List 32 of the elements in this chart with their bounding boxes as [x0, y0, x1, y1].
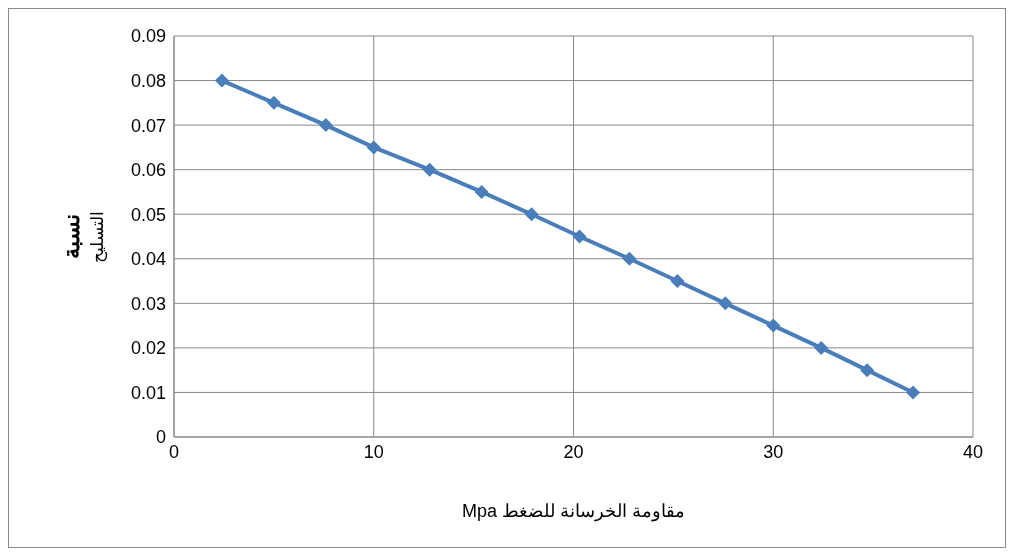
point	[814, 340, 829, 355]
y-tick-label: 0.09	[130, 26, 166, 47]
point	[906, 385, 921, 400]
x-tick-label: 10	[363, 441, 384, 462]
point	[622, 251, 637, 266]
x-tick-label: 20	[563, 441, 584, 462]
point	[214, 73, 229, 88]
x-tick-label: 0	[168, 441, 180, 462]
point	[524, 207, 539, 222]
y-tick-label: 0.07	[130, 115, 166, 136]
point	[572, 229, 587, 244]
point	[670, 274, 685, 289]
point	[422, 162, 437, 177]
point	[318, 118, 333, 133]
y-tick-label: 0.01	[130, 382, 166, 403]
y-tick-label: 0.02	[130, 338, 166, 359]
y-tick-label: 0.03	[130, 293, 166, 314]
x-tick-label: 40	[962, 441, 984, 462]
y-tick-label: 0.08	[130, 70, 166, 91]
point	[860, 363, 875, 378]
point	[474, 184, 489, 199]
y-tick-label: 0	[155, 427, 166, 448]
x-axis-title: مقاومة الخرسانة للضغط Mpa	[461, 501, 686, 522]
point	[366, 140, 381, 155]
x-tick-label: 30	[763, 441, 784, 462]
point	[766, 318, 781, 333]
y-tick-label: 0.04	[130, 249, 166, 270]
y-tick-label: 0.05	[130, 204, 166, 225]
y-tick-label: 0.06	[130, 160, 166, 181]
y-axis-title: نسبة التسليح	[59, 210, 108, 263]
point	[266, 95, 281, 110]
point	[718, 296, 733, 311]
